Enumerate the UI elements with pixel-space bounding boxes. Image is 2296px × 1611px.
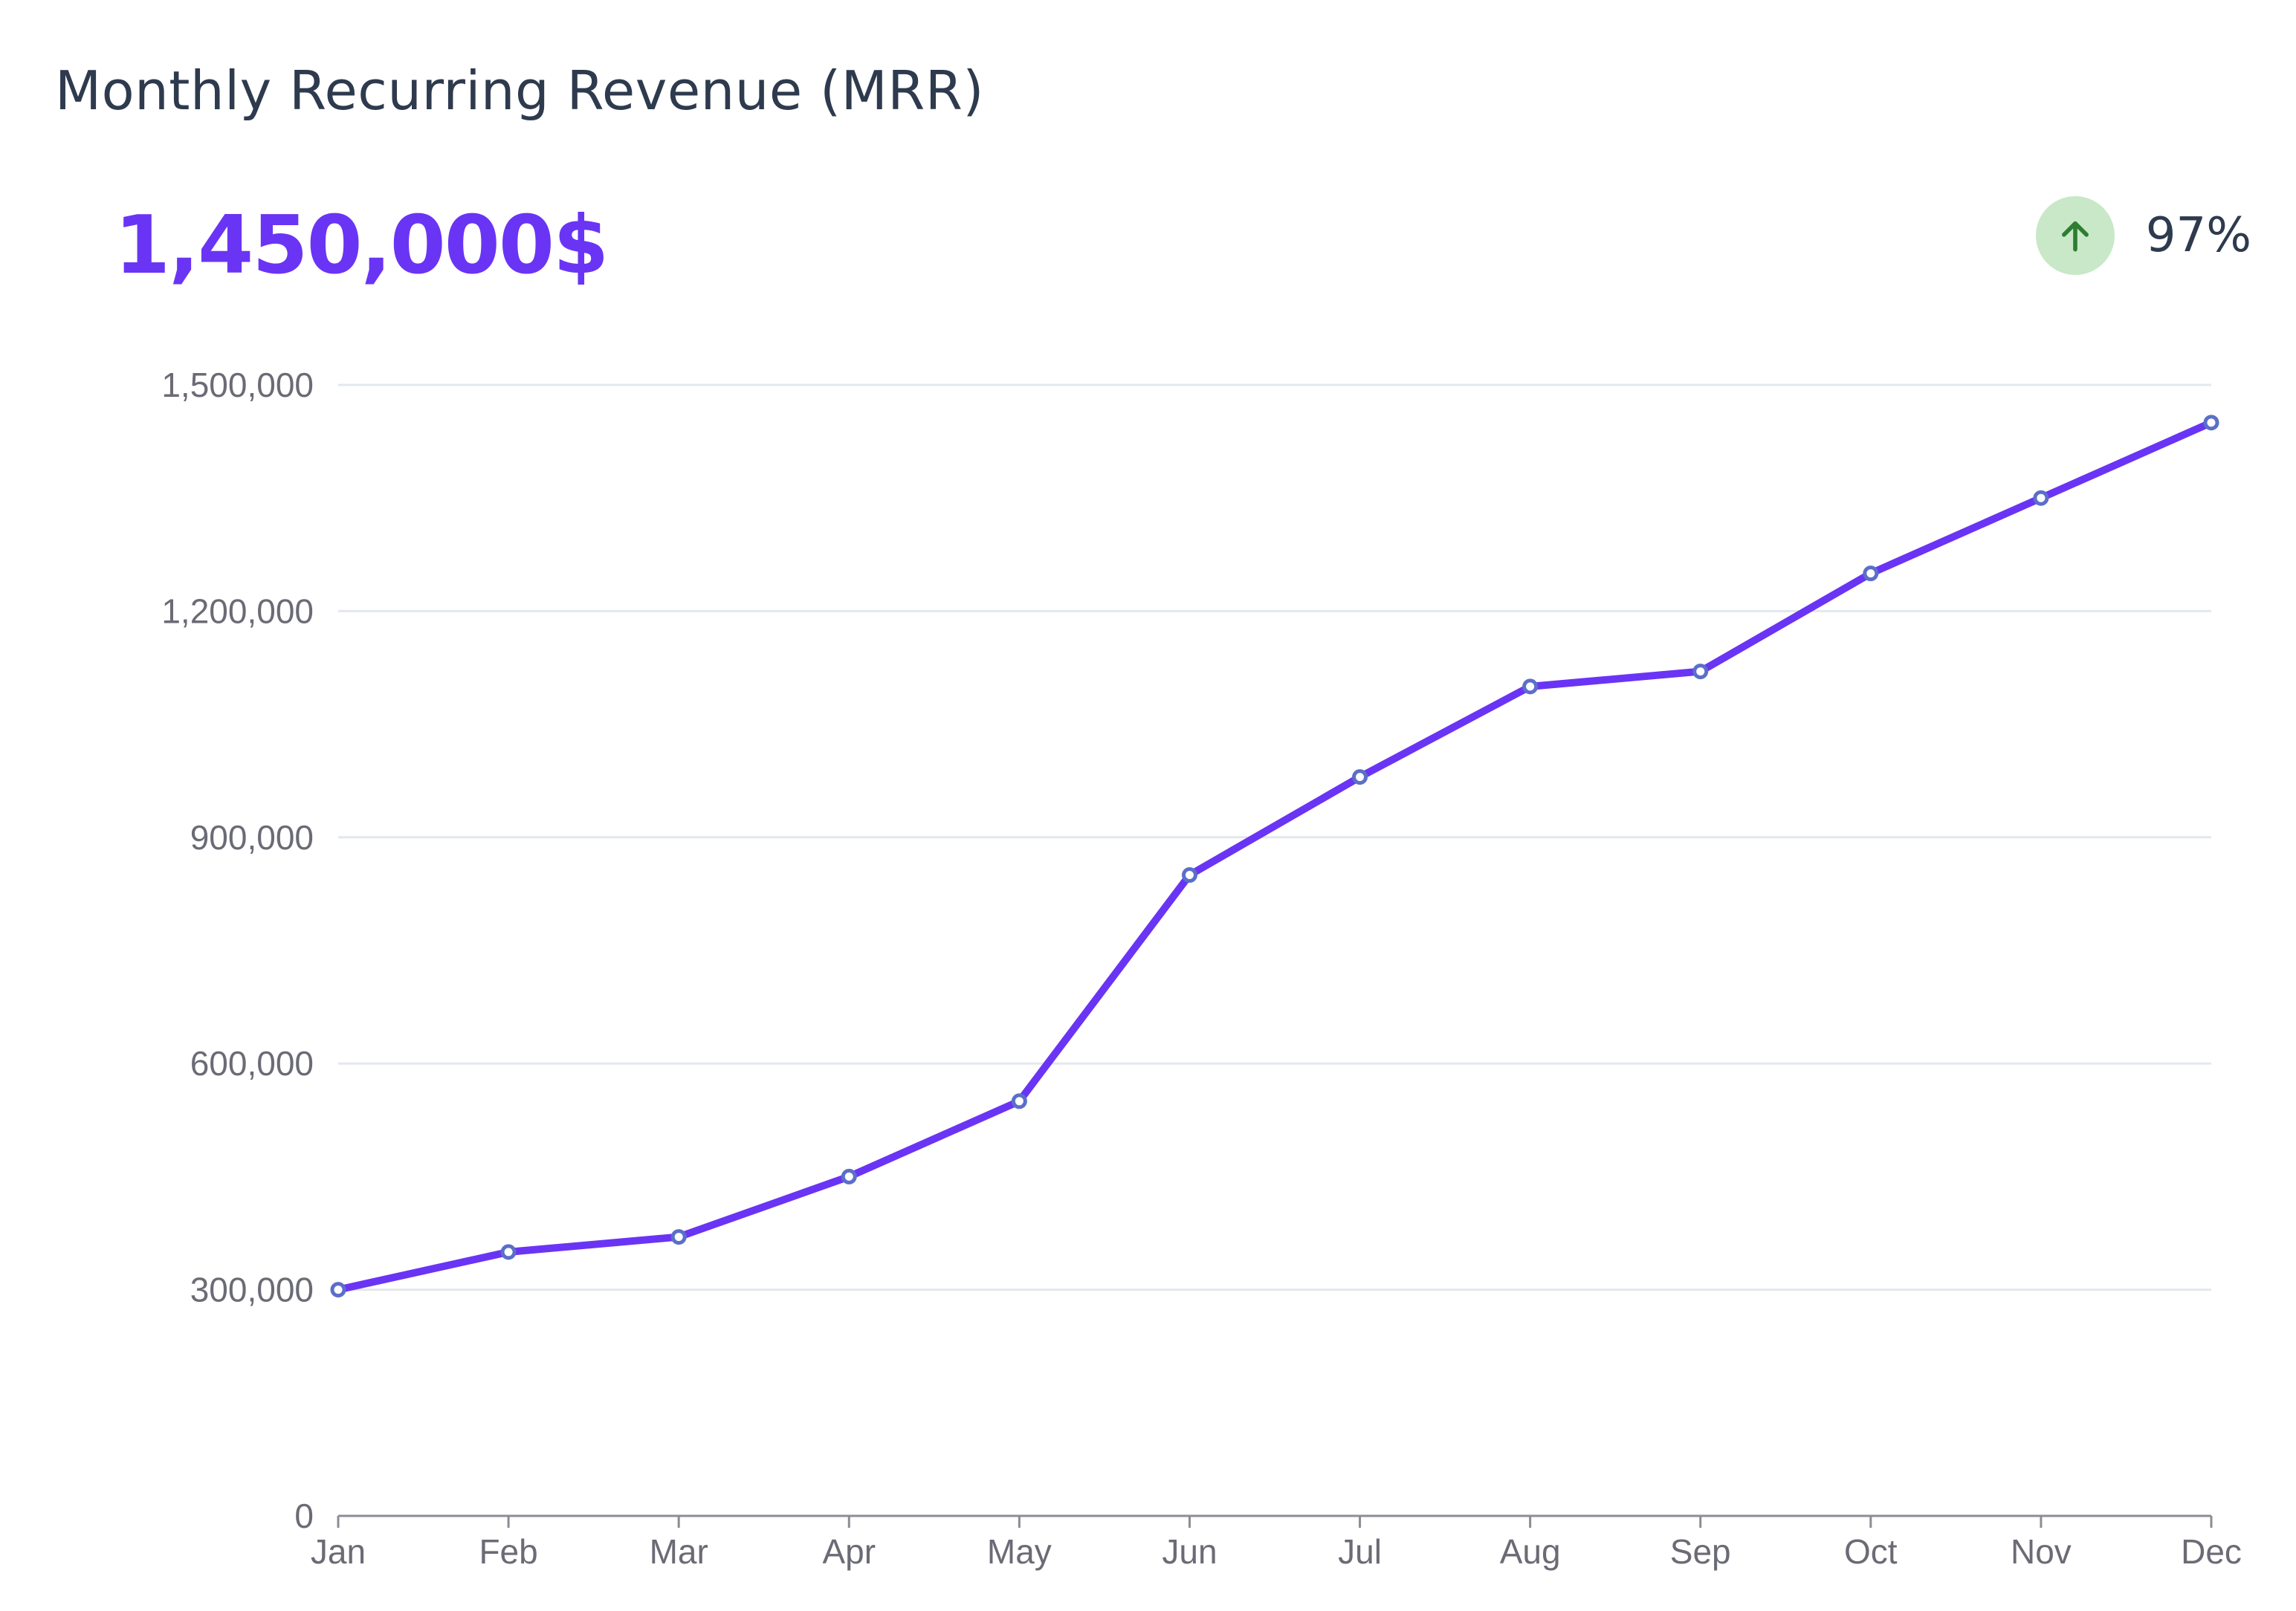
data-point[interactable] xyxy=(1863,565,1879,582)
grid-lines xyxy=(338,383,2211,1291)
mrr-value: 1,450,000$ xyxy=(114,199,609,292)
x-tick-label: Nov xyxy=(2011,1532,2072,1571)
series-line-path xyxy=(334,418,2215,1294)
y-tick-label: 1,500,000 xyxy=(161,366,314,404)
data-point[interactable] xyxy=(2033,490,2049,506)
arrow-up-icon xyxy=(2061,221,2089,252)
series-line xyxy=(334,418,2215,1294)
data-point[interactable] xyxy=(1181,867,1197,884)
x-tick-label: Jul xyxy=(1338,1532,1382,1571)
y-tick-label: 1,200,000 xyxy=(161,591,314,630)
trend-badge xyxy=(2035,196,2115,275)
x-axis xyxy=(337,1514,2213,1528)
data-point[interactable] xyxy=(1522,678,1539,695)
chart-title: Monthly Recurring Revenue (MRR) xyxy=(55,59,984,122)
trend-percent: 97% xyxy=(2145,208,2251,263)
x-tick-label: Mar xyxy=(650,1532,708,1571)
data-point[interactable] xyxy=(1011,1093,1027,1109)
y-tick-label: 300,000 xyxy=(190,1271,314,1309)
trend-indicator: 97% xyxy=(2035,196,2251,275)
x-tick-label: Jun xyxy=(1162,1532,1217,1571)
y-tick-label: 0 xyxy=(294,1497,314,1535)
data-point[interactable] xyxy=(670,1229,687,1245)
x-tick-label: Jan xyxy=(311,1532,366,1571)
x-tick-label: Sep xyxy=(1670,1532,1731,1571)
x-tick-label: Aug xyxy=(1500,1532,1561,1571)
x-tick-label: May xyxy=(987,1532,1052,1571)
y-axis-labels: 0 300,000 600,000 900,000 1,200,000 1,500,000 xyxy=(161,366,314,1535)
data-point[interactable] xyxy=(841,1168,857,1184)
data-point[interactable] xyxy=(500,1244,517,1260)
data-point[interactable] xyxy=(2203,415,2219,431)
y-tick-label: 900,000 xyxy=(190,818,314,857)
data-point[interactable] xyxy=(1352,769,1368,785)
data-point[interactable] xyxy=(330,1282,346,1298)
x-tick-label: Apr xyxy=(822,1532,876,1571)
x-tick-label: Oct xyxy=(1844,1532,1898,1571)
x-axis-labels: Jan Feb Mar Apr May Jun Jul Aug Sep Oct Nov Dec xyxy=(311,1532,2242,1571)
data-point[interactable] xyxy=(1692,664,1709,680)
x-tick-label: Dec xyxy=(2181,1532,2242,1571)
x-tick-label: Feb xyxy=(479,1532,537,1571)
y-tick-label: 600,000 xyxy=(190,1044,314,1083)
series-points xyxy=(330,415,2219,1298)
